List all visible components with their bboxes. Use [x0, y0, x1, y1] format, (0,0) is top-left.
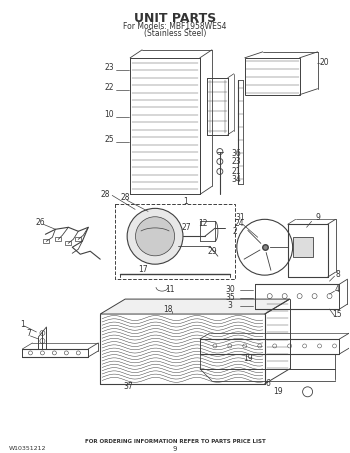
- Text: 15: 15: [333, 309, 342, 318]
- Text: 7: 7: [26, 329, 31, 338]
- Text: 2: 2: [232, 227, 237, 236]
- Polygon shape: [100, 299, 290, 314]
- Text: 12: 12: [198, 219, 208, 228]
- Bar: [55, 237, 61, 241]
- Text: 4: 4: [335, 284, 340, 294]
- Text: For Models: MBF1958WES4: For Models: MBF1958WES4: [123, 22, 227, 31]
- Text: UNIT PARTS: UNIT PARTS: [134, 12, 216, 25]
- Text: 28: 28: [120, 193, 130, 202]
- Text: 1: 1: [20, 319, 25, 328]
- Text: 8: 8: [335, 270, 340, 279]
- Text: 9: 9: [315, 213, 320, 222]
- Text: 19: 19: [243, 354, 253, 363]
- Text: 3: 3: [228, 301, 232, 309]
- Text: 22: 22: [105, 83, 114, 92]
- Text: FOR ORDERING INFORMATION REFER TO PARTS PRICE LIST: FOR ORDERING INFORMATION REFER TO PARTS …: [85, 439, 265, 443]
- Text: 17: 17: [138, 265, 148, 274]
- Text: 9: 9: [173, 446, 177, 452]
- Text: 27: 27: [181, 223, 191, 232]
- Text: 28: 28: [100, 190, 110, 199]
- Text: 19: 19: [273, 387, 282, 396]
- Text: 23: 23: [105, 63, 114, 72]
- Text: 6: 6: [265, 379, 270, 388]
- Bar: [43, 239, 49, 243]
- Bar: [293, 237, 313, 257]
- Text: 25: 25: [105, 135, 114, 144]
- Bar: [65, 241, 71, 245]
- Text: 24: 24: [235, 219, 245, 228]
- Text: 31: 31: [235, 213, 245, 222]
- Bar: [115, 204, 235, 279]
- Text: 20: 20: [320, 58, 329, 67]
- Text: W10351212: W10351212: [8, 446, 46, 451]
- Text: (Stainless Steel): (Stainless Steel): [144, 29, 206, 38]
- Text: 29: 29: [207, 247, 217, 256]
- Circle shape: [135, 217, 175, 256]
- Text: 10: 10: [105, 110, 114, 119]
- Text: 34: 34: [232, 175, 242, 184]
- Text: 21: 21: [232, 167, 242, 176]
- Text: 23: 23: [232, 157, 242, 166]
- Text: 18: 18: [163, 304, 173, 313]
- Text: 11: 11: [165, 284, 175, 294]
- Circle shape: [127, 208, 183, 264]
- Text: 30: 30: [225, 284, 235, 294]
- Text: 35: 35: [225, 293, 235, 302]
- Text: 26: 26: [36, 218, 45, 227]
- Bar: [75, 237, 81, 241]
- Text: 36: 36: [232, 149, 242, 158]
- Text: 1: 1: [184, 197, 188, 206]
- Text: 37: 37: [123, 382, 133, 391]
